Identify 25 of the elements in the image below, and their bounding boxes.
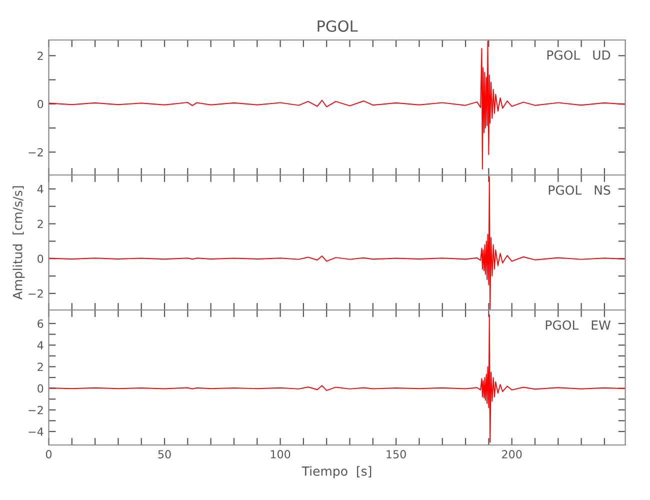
y-tick-label: 2 — [38, 362, 43, 371]
y-tick-label: 0 — [38, 384, 44, 393]
annotation: PGOL EW — [546, 320, 610, 330]
y-tick-label: 2 — [38, 220, 43, 228]
line-series — [48, 314, 626, 443]
annotation: PGOL NS — [548, 185, 610, 195]
y-axis-title: Amplitud [cm/s/s] — [12, 186, 25, 300]
y-tick-label: −2 — [28, 148, 43, 156]
y-tick-label: 2 — [38, 52, 43, 60]
y-tick-label: 6 — [38, 319, 44, 328]
annotation: PGOL UD — [547, 50, 610, 60]
y-tick-label: 0 — [38, 100, 44, 108]
y-tick-label: −2 — [28, 289, 43, 298]
x-tick-label: 50 — [158, 450, 171, 458]
y-tick-label: −4 — [28, 428, 44, 436]
x-tick-label: 150 — [386, 450, 406, 458]
y-tick-label: −2 — [28, 406, 43, 414]
chart-title: PGOL — [318, 20, 358, 32]
y-tick-label: 0 — [38, 254, 44, 263]
x-tick-label: 0 — [46, 450, 52, 458]
x-tick-label: 100 — [270, 450, 290, 458]
x-axis-title: Tiempo [s] — [302, 466, 372, 478]
y-tick-label: 4 — [37, 185, 44, 194]
y-tick-label: 4 — [37, 341, 44, 350]
x-tick-label: 200 — [502, 450, 522, 458]
